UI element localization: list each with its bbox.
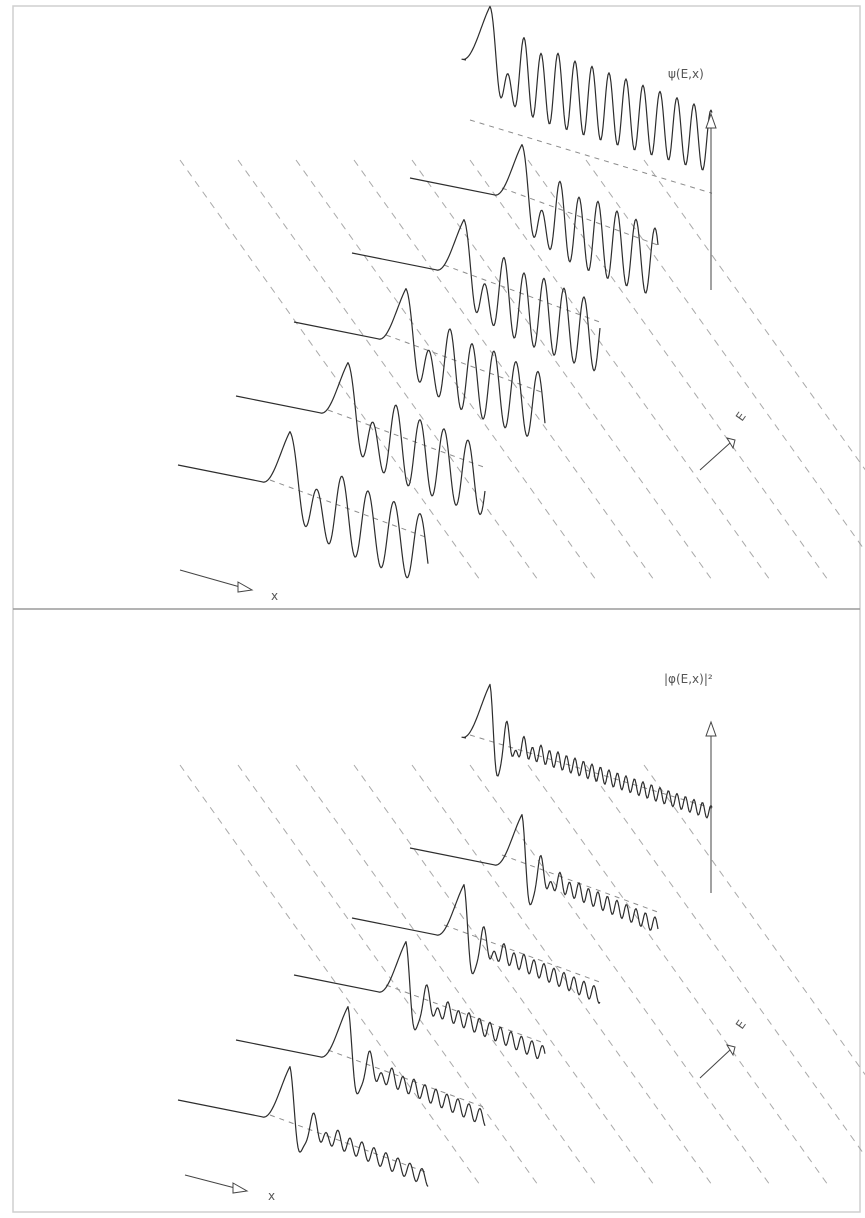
- psi-guide-line: [585, 159, 865, 552]
- psi-squared-guide-line: [411, 764, 713, 1186]
- psi-squared-x-label: x: [268, 1189, 275, 1203]
- psi-squared-guide-line: [179, 764, 481, 1186]
- psi-squared-energy-arrow-icon: [725, 1044, 736, 1057]
- psi-squared-guide-lines: [179, 764, 865, 1186]
- psi-squared-x-arrow-icon: [232, 1182, 249, 1194]
- psi-squared-curve-baseline: [501, 854, 659, 913]
- psi-curve-baseline: [385, 334, 546, 394]
- psi-squared-guide-line: [295, 764, 597, 1186]
- psi-squared-curve-baseline: [327, 1049, 486, 1109]
- psi-squared-curves: [177, 683, 713, 1187]
- psi-guide-line: [643, 159, 865, 471]
- psi-curves: [177, 5, 713, 579]
- psi-squared-vertical-axis: [705, 720, 717, 893]
- psi-curve-baseline: [501, 187, 659, 246]
- psi-guide-line: [469, 159, 771, 581]
- psi-squared-curve-baseline: [385, 984, 546, 1044]
- psi-curve-baseline: [327, 409, 486, 469]
- psi-squared-curve-3: [293, 941, 546, 1060]
- psi-curve-4: [351, 219, 601, 372]
- psi-squared-guide-line: [643, 764, 865, 1076]
- psi-squared-guide-line: [237, 764, 539, 1186]
- psi-squared-curve-1: [177, 1066, 429, 1187]
- psi-curve-6: [461, 5, 713, 171]
- psi-curve-3: [293, 288, 546, 437]
- psi-x-arrow-icon: [237, 581, 254, 593]
- psi-curve-baseline: [269, 479, 429, 539]
- psi-squared-guide-line: [353, 764, 655, 1186]
- psi-squared-curve-2: [235, 1006, 486, 1127]
- psi-curve-2: [235, 362, 486, 516]
- psi-guide-line: [295, 159, 597, 581]
- psi-curve-baseline: [469, 119, 713, 194]
- psi-squared-axis-arrow-icon: [705, 720, 717, 737]
- psi-squared-curve-6: [461, 683, 713, 819]
- psi-energy-label: E: [733, 409, 749, 423]
- psi-x-label: x: [271, 589, 278, 603]
- psi-guide-line: [411, 159, 713, 581]
- psi-curve-5: [409, 144, 659, 294]
- psi-guide-line: [527, 159, 829, 581]
- psi-squared-curve-4: [351, 884, 601, 1004]
- psi-squared-energy-axis: [699, 1044, 736, 1079]
- psi-panel: ψ(E,x) E x: [177, 5, 865, 603]
- psi-curve-baseline: [443, 264, 601, 323]
- psi-guide-line: [353, 159, 655, 581]
- psi-squared-panel: |φ(E,x)|² E x: [177, 672, 865, 1203]
- psi-squared-guide-line: [469, 764, 771, 1186]
- psi-x-axis: [179, 569, 254, 593]
- psi-squared-guide-line: [527, 764, 829, 1186]
- psi-energy-axis: [699, 437, 736, 471]
- psi-curve-1: [177, 431, 429, 579]
- psi-squared-curve-baseline: [443, 924, 601, 983]
- psi-squared-guide-line: [585, 764, 865, 1157]
- psi-axis-arrow-icon: [705, 112, 717, 129]
- psi-vertical-axis: [705, 112, 717, 290]
- psi-guide-lines: [179, 159, 865, 581]
- psi-squared-curve-baseline: [269, 1114, 429, 1174]
- psi-squared-axis-label: |φ(E,x)|²: [664, 672, 713, 686]
- psi-axis-label: ψ(E,x): [668, 67, 704, 81]
- psi-squared-energy-label: E: [733, 1017, 749, 1031]
- psi-squared-curve-5: [409, 814, 659, 931]
- psi-squared-x-axis: [184, 1174, 249, 1194]
- psi-guide-line: [179, 159, 481, 581]
- psi-guide-line: [237, 159, 539, 581]
- psi-energy-arrow-icon: [725, 437, 736, 450]
